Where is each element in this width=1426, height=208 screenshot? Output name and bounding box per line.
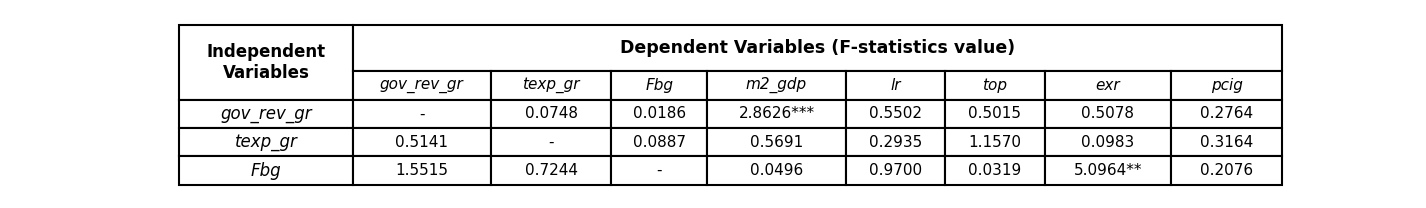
Bar <box>945 156 1045 185</box>
Bar <box>352 100 491 128</box>
Text: 0.0983: 0.0983 <box>1081 135 1135 150</box>
Text: lr: lr <box>890 78 901 93</box>
Bar <box>846 128 945 156</box>
Text: top: top <box>983 78 1007 93</box>
Text: 0.0496: 0.0496 <box>750 163 803 178</box>
Bar <box>1171 100 1282 128</box>
Bar <box>491 128 612 156</box>
Text: 2.8626***: 2.8626*** <box>739 106 814 121</box>
Bar <box>846 71 945 100</box>
Text: 0.0186: 0.0186 <box>633 106 686 121</box>
Bar <box>945 100 1045 128</box>
Bar <box>352 128 491 156</box>
Bar <box>846 156 945 185</box>
Bar <box>945 128 1045 156</box>
Text: 0.2764: 0.2764 <box>1201 106 1253 121</box>
Bar <box>491 156 612 185</box>
Text: 0.2076: 0.2076 <box>1201 163 1253 178</box>
Bar <box>491 100 612 128</box>
Bar <box>180 128 352 156</box>
Text: 0.3164: 0.3164 <box>1201 135 1253 150</box>
Bar <box>1045 100 1171 128</box>
Text: 0.2935: 0.2935 <box>868 135 923 150</box>
Bar <box>1171 156 1282 185</box>
Text: 0.5078: 0.5078 <box>1081 106 1134 121</box>
Bar <box>1171 128 1282 156</box>
Bar <box>612 128 707 156</box>
Text: 0.0887: 0.0887 <box>633 135 686 150</box>
Text: pcig: pcig <box>1211 78 1242 93</box>
Bar <box>945 71 1045 100</box>
Text: texp_gr: texp_gr <box>234 133 298 151</box>
Bar <box>180 25 352 100</box>
Bar <box>352 156 491 185</box>
Text: 0.5502: 0.5502 <box>868 106 921 121</box>
Text: -: - <box>419 106 425 121</box>
Text: -: - <box>549 135 553 150</box>
Text: 0.0748: 0.0748 <box>525 106 578 121</box>
Text: Fbg: Fbg <box>646 78 673 93</box>
Bar <box>180 100 352 128</box>
Text: 1.5515: 1.5515 <box>395 163 448 178</box>
Bar <box>612 156 707 185</box>
Bar <box>707 100 846 128</box>
Bar <box>846 100 945 128</box>
Text: 0.9700: 0.9700 <box>868 163 921 178</box>
Text: 5.0964**: 5.0964** <box>1074 163 1142 178</box>
Text: m2_gdp: m2_gdp <box>746 77 807 93</box>
Bar <box>352 71 491 100</box>
Text: 1.1570: 1.1570 <box>968 135 1021 150</box>
Bar <box>1045 156 1171 185</box>
Text: exr: exr <box>1095 78 1121 93</box>
Bar <box>180 156 352 185</box>
Text: 0.5691: 0.5691 <box>750 135 803 150</box>
Bar <box>707 128 846 156</box>
Bar <box>612 100 707 128</box>
Text: -: - <box>656 163 662 178</box>
Bar <box>1045 71 1171 100</box>
Bar <box>1045 128 1171 156</box>
Bar <box>707 71 846 100</box>
Text: texp_gr: texp_gr <box>522 78 580 93</box>
Text: Fbg: Fbg <box>251 162 281 180</box>
Bar <box>352 25 1282 71</box>
Text: gov_rev_gr: gov_rev_gr <box>379 78 463 93</box>
Text: 0.5015: 0.5015 <box>968 106 1021 121</box>
Text: 0.7244: 0.7244 <box>525 163 578 178</box>
Text: 0.5141: 0.5141 <box>395 135 448 150</box>
Text: 0.0319: 0.0319 <box>968 163 1021 178</box>
Text: Dependent Variables (F-statistics value): Dependent Variables (F-statistics value) <box>620 39 1015 57</box>
Bar <box>707 156 846 185</box>
Bar <box>1171 71 1282 100</box>
Bar <box>491 71 612 100</box>
Text: Independent
Variables: Independent Variables <box>207 43 325 82</box>
Bar <box>612 71 707 100</box>
Text: gov_rev_gr: gov_rev_gr <box>220 105 312 123</box>
